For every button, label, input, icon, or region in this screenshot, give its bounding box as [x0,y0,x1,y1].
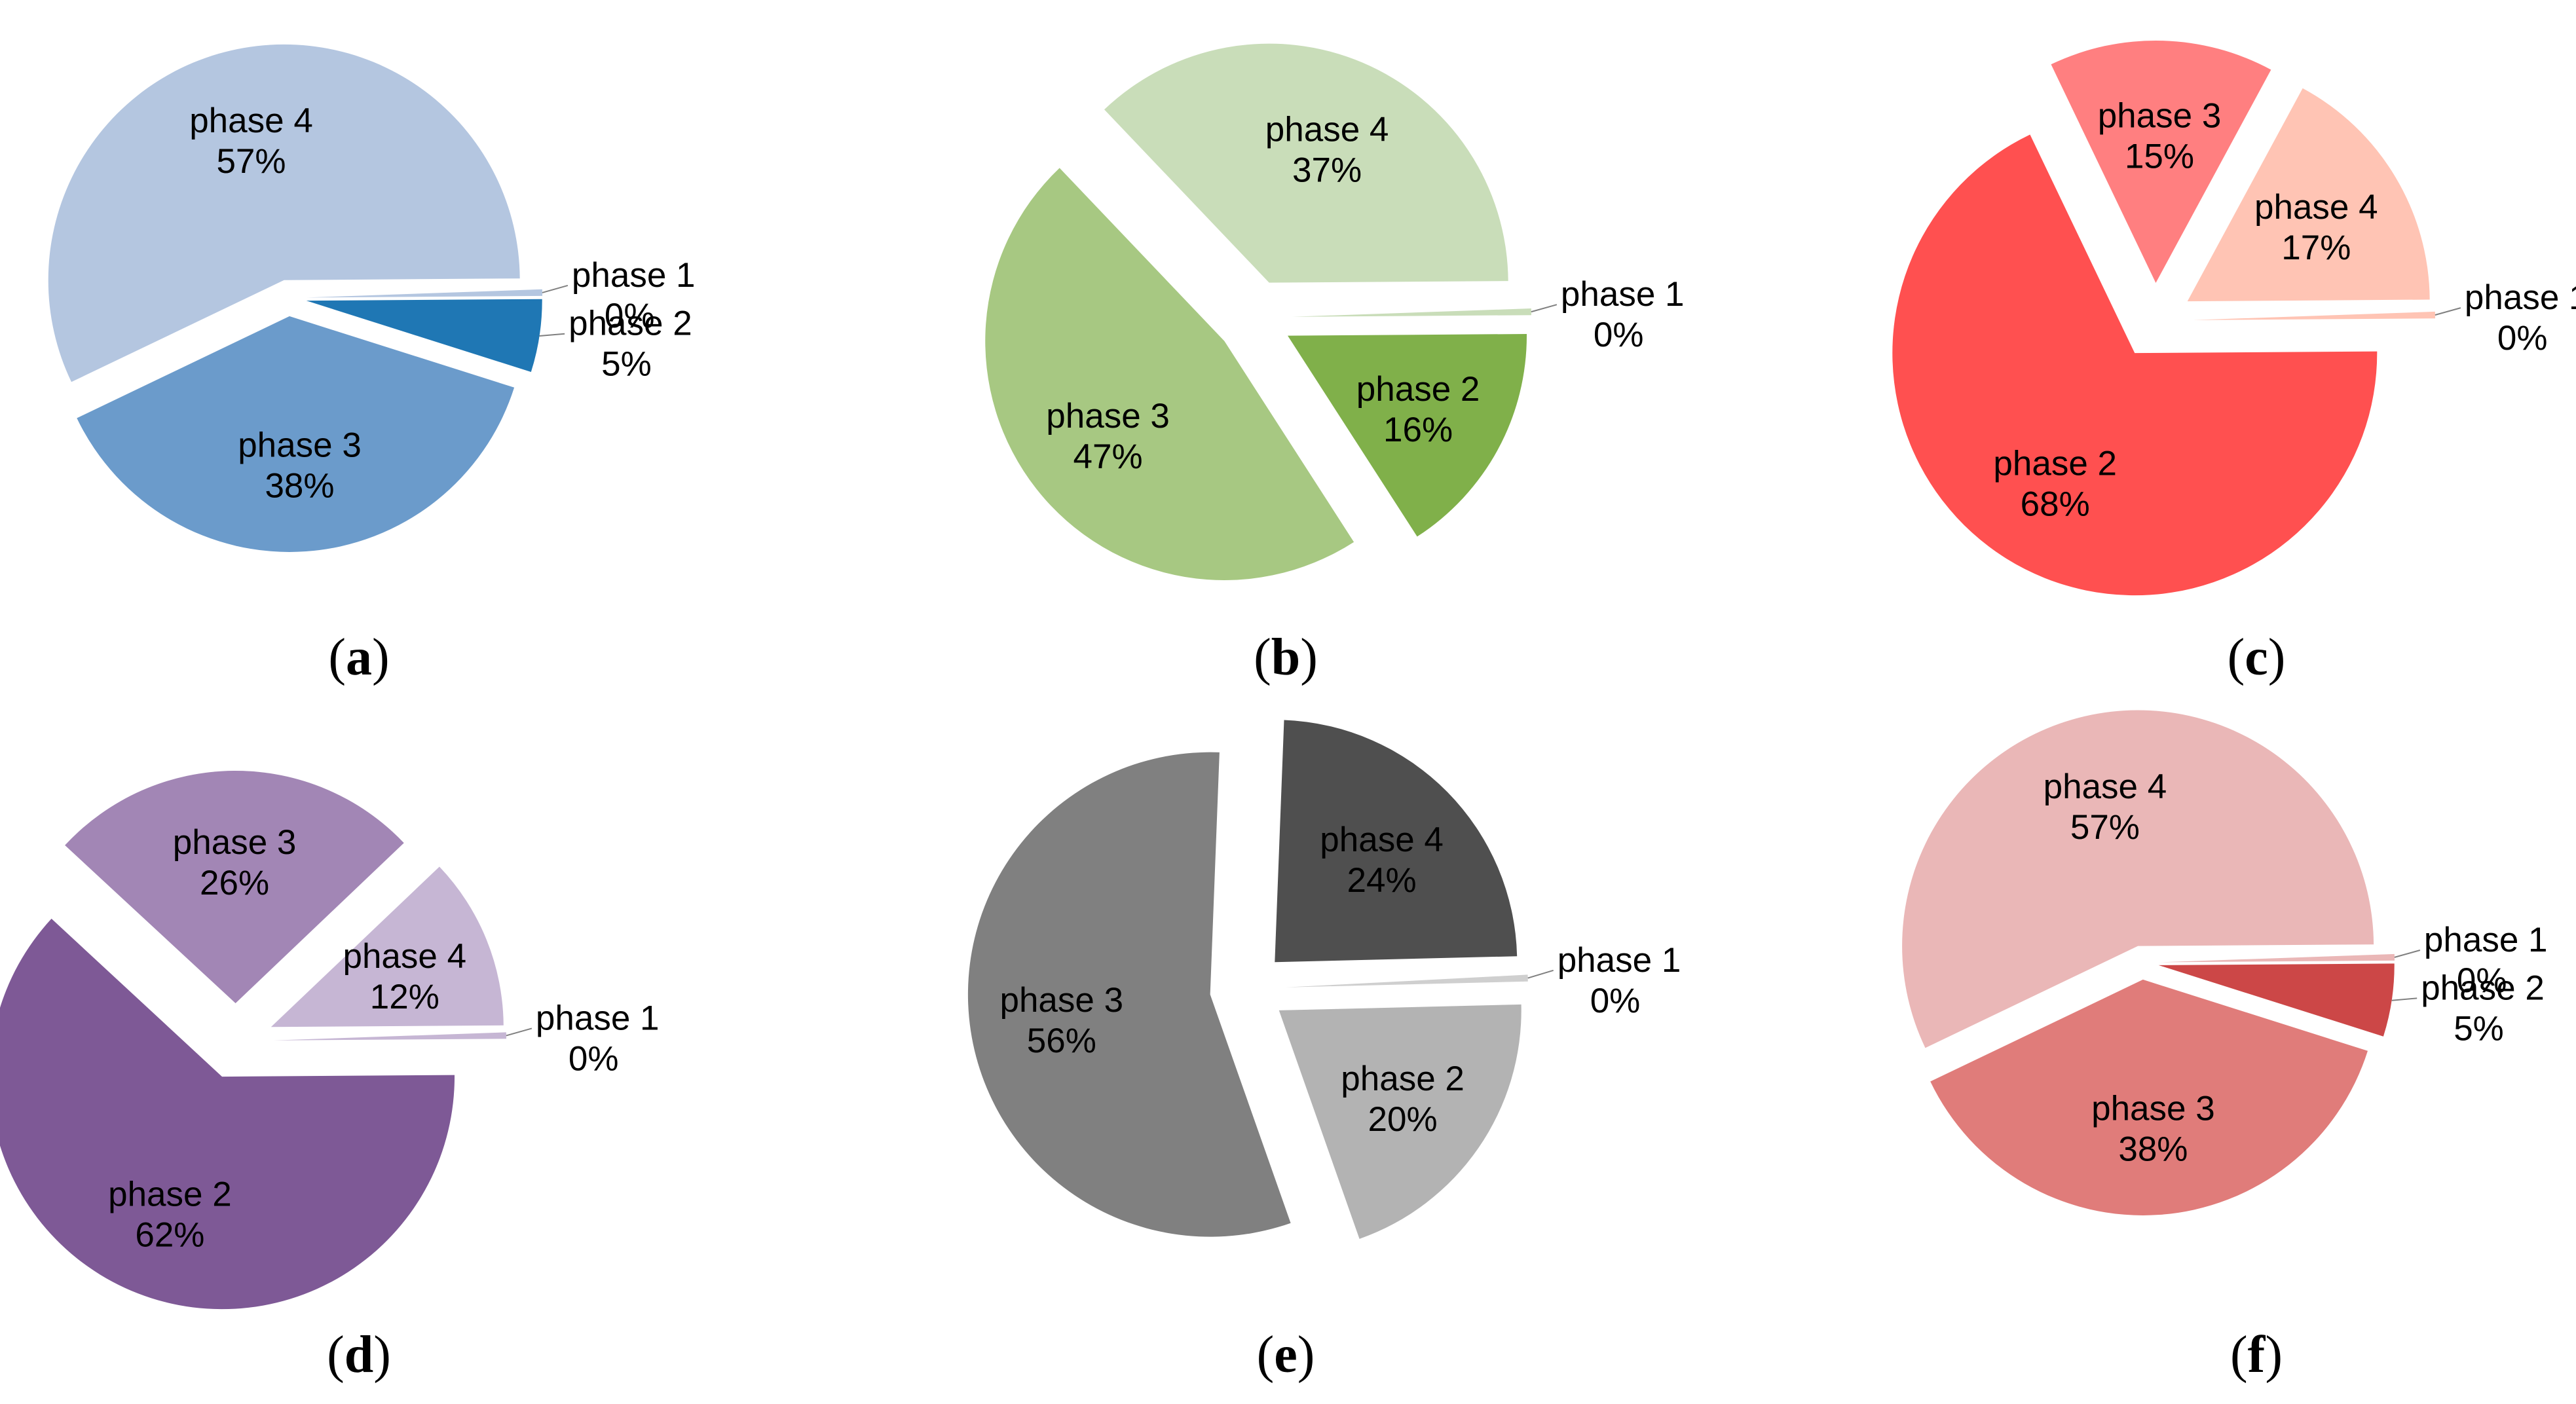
leader-line [2391,997,2417,1001]
pie-slice-phase-1 [273,1032,506,1041]
pie-slice-phase-4 [1104,43,1508,283]
pie-slice-phase-4 [2187,88,2430,302]
pie-slice-phase-4 [48,44,520,382]
pie-slice-phase-4 [271,866,504,1027]
slice-label: phase 4 57% [189,102,313,181]
leader-line [2435,307,2461,316]
pie-slice-phase-2 [1892,134,2378,596]
slice-label: phase 1 0% [2424,921,2548,1000]
pie-slice-phase-3 [967,752,1291,1237]
slice-label: phase 2 20% [1341,1060,1465,1139]
pie-slice-phase-1 [1292,308,1531,317]
slice-label: phase 3 56% [999,981,1123,1060]
panel-caption: (e) [1257,1326,1315,1384]
pie-slice-phase-1 [1285,974,1528,988]
pie-panel-e: phase 1 0% phase 2 20% phase 3 56% phase 4 24% (… [967,720,1681,1384]
pie-panel-c: phase 1 0% phase 2 68% phase 3 15% phase 4 17% (… [1892,40,2576,686]
slice-label: phase 4 17% [2254,188,2378,267]
slice-label: phase 3 38% [238,426,362,506]
slice-label: phase 3 15% [2098,97,2222,176]
panel-caption: (f) [2230,1326,2283,1384]
pie-slice-phase-1 [2158,953,2395,963]
panel-caption: (b) [1254,629,1318,686]
pie-panel-b: phase 1 0% phase 2 16% phase 3 47% phase 4 37% (… [985,43,1685,686]
pie-panel-a: phase 1 0%phase 2 5% phase 3 38% phase 4 57% (a… [48,44,696,686]
slice-label: phase 4 57% [2044,767,2167,847]
slice-label: phase 2 5% [569,305,692,384]
pie-panel-f: phase 1 0%phase 2 5% phase 3 38% phase 4 57% (f… [1902,710,2548,1384]
slice-label: phase 2 62% [108,1175,232,1254]
pie-slice-phase-2 [0,918,455,1310]
slice-label: phase 1 0% [536,999,660,1078]
leader-line [539,333,565,337]
slice-label: phase 2 16% [1356,370,1480,449]
pie-slice-phase-3 [77,316,515,552]
pie-slice-phase-3 [2051,40,2271,284]
pie-slice-phase-3 [65,770,404,1004]
pie-slice-phase-1 [2192,311,2435,320]
slice-label: phase 1 0% [2465,278,2576,358]
pie-slice-phase-2 [306,299,542,372]
leader-line [1531,304,1558,313]
pie-slice-phase-2 [1288,334,1527,537]
slice-label: phase 3 38% [2091,1090,2215,1169]
panel-caption: (a) [328,629,389,686]
pie-slice-phase-3 [1930,979,2368,1215]
slice-label: phase 1 0% [572,256,696,335]
slice-label: phase 3 26% [173,823,297,902]
leader-line [506,1027,532,1037]
pie-slice-phase-2 [1279,1004,1521,1239]
pie-slice-phase-2 [2158,963,2395,1037]
slice-label: phase 4 24% [1320,821,1444,900]
slice-label: phase 2 5% [2421,969,2545,1048]
pie-slice-phase-3 [985,168,1354,580]
leader-line [542,284,569,293]
panel-caption: (d) [327,1326,391,1384]
slice-label: phase 4 37% [1265,110,1389,189]
slice-label: phase 1 0% [1558,941,1681,1020]
leader-line [1527,969,1554,979]
pie-slice-phase-1 [306,289,542,298]
slice-label: phase 3 47% [1046,397,1170,476]
slice-label: phase 4 12% [343,937,466,1016]
pie-panel-d: phase 1 0% phase 2 62% phase 3 26% phase 4 12% (… [0,770,660,1384]
slice-label: phase 1 0% [1561,275,1685,354]
leader-line [2394,950,2421,958]
pie-slice-phase-4 [1902,710,2374,1048]
slice-label: phase 2 68% [1993,445,2117,524]
pie-slice-phase-4 [1275,720,1518,963]
panel-caption: (c) [2228,629,2286,686]
